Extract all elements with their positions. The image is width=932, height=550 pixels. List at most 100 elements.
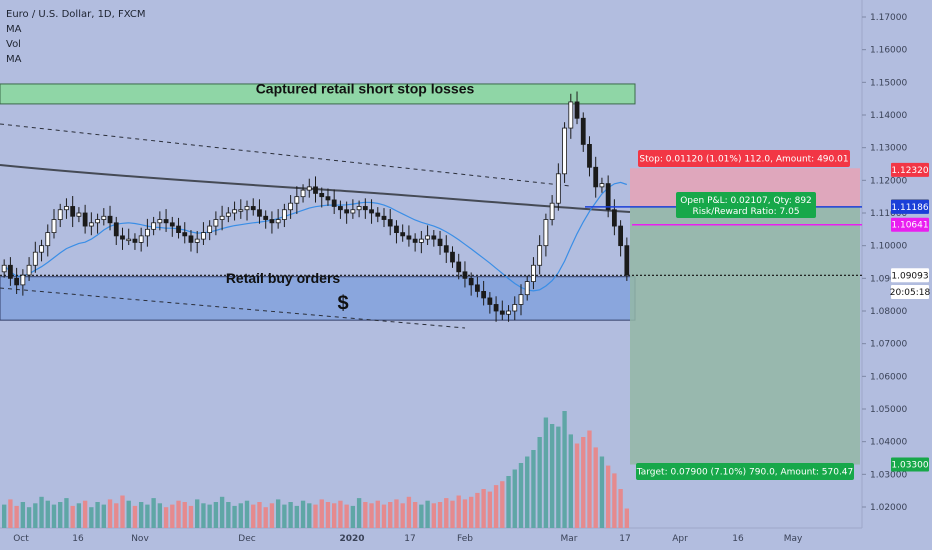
- candle-body: [275, 219, 281, 224]
- volume-bar: [444, 498, 449, 528]
- legend-item-ma-2[interactable]: MA: [6, 54, 22, 65]
- price-badge-text: 1.09093: [891, 271, 928, 281]
- y-tick-label: 1.09000: [870, 274, 907, 284]
- volume-bar: [151, 498, 156, 528]
- take-profit-zone[interactable]: [630, 206, 860, 465]
- candle-body: [95, 219, 100, 224]
- volume-bar: [344, 504, 349, 528]
- candle-body: [531, 264, 536, 282]
- moving-average-short[interactable]: [3, 181, 627, 292]
- candle-body: [338, 206, 343, 211]
- volume-bar: [356, 498, 362, 528]
- y-tick-label: 1.05000: [870, 405, 907, 415]
- price-badge: [891, 268, 929, 283]
- candle-body: [57, 209, 63, 220]
- volume-bar: [95, 502, 100, 528]
- volume-bar: [269, 503, 275, 528]
- volume-bar: [207, 504, 212, 528]
- stop-label-box-text: Stop: 0.01120 (1.01%) 112.0, Amount: 490…: [639, 155, 848, 165]
- candle-body: [157, 219, 163, 224]
- volume-bar: [145, 504, 150, 528]
- candle-body: [64, 206, 69, 211]
- volume-bar: [82, 500, 88, 528]
- volume-bar: [531, 450, 536, 528]
- volume-bar: [481, 489, 486, 528]
- volume-bar: [375, 500, 380, 528]
- candle-body: [618, 225, 624, 247]
- y-tick-label: 1.14000: [870, 111, 907, 121]
- volume-bar: [26, 507, 32, 528]
- stop-label-box[interactable]: [638, 150, 850, 167]
- volume-bar: [562, 411, 567, 528]
- pnl-label-box[interactable]: [676, 192, 816, 218]
- candle-body: [82, 212, 88, 227]
- candle-body: [244, 206, 250, 211]
- volume-bar: [512, 469, 517, 528]
- candle-body: [543, 219, 549, 247]
- volume-bar: [101, 504, 106, 528]
- candle-body: [568, 101, 574, 129]
- volume-bar: [587, 430, 592, 528]
- candle-body: [499, 310, 505, 315]
- legend-item-ma[interactable]: MA: [6, 24, 22, 35]
- candle-body: [138, 235, 144, 243]
- x-tick-label: Oct: [13, 534, 29, 544]
- candle-body: [238, 209, 244, 212]
- volume-bar: [618, 489, 623, 528]
- volume-bar: [170, 504, 175, 528]
- candle-body: [132, 238, 138, 243]
- volume-bar: [425, 500, 430, 528]
- candle-body: [188, 235, 194, 243]
- candle-body: [20, 274, 26, 286]
- target-label-box-text: Target: 0.07900 (7.10%) 790.0, Amount: 5…: [636, 468, 854, 478]
- x-tick-label: 2020: [339, 534, 364, 544]
- candle-body: [611, 209, 617, 227]
- volume-bar: [487, 491, 493, 528]
- target-label-box[interactable]: [636, 463, 854, 480]
- price-badge-text: 1.10641: [891, 221, 928, 231]
- candle-body: [126, 238, 132, 242]
- moving-average-long[interactable]: [0, 164, 631, 213]
- volume-bar: [51, 504, 57, 528]
- candle-body: [39, 245, 44, 253]
- volume-bar: [226, 502, 231, 528]
- volume-bar: [157, 503, 163, 528]
- candle-body: [369, 209, 374, 214]
- candle-body: [250, 206, 256, 211]
- candle-body: [481, 290, 487, 299]
- volume-bar: [232, 505, 237, 528]
- volume-bar: [381, 504, 387, 528]
- volume-bar: [450, 500, 455, 528]
- captured-stops-zone[interactable]: [0, 83, 636, 105]
- volume-bar: [363, 502, 368, 528]
- volume-bar: [14, 505, 19, 528]
- volume-bar: [456, 495, 461, 528]
- candle-body: [120, 235, 125, 240]
- volume-bar: [263, 507, 268, 528]
- volume-bar: [419, 504, 424, 528]
- volume-bar: [282, 504, 287, 528]
- volume-bar: [288, 502, 293, 528]
- y-tick-label: 1.15000: [870, 78, 907, 88]
- candle-body: [549, 202, 555, 220]
- y-tick-label: 1.11000: [870, 209, 907, 219]
- legend-item-vol[interactable]: Vol: [6, 39, 21, 50]
- candle-body: [524, 281, 530, 296]
- candle-body: [101, 215, 107, 220]
- bottom-zone-label: Retail buy orders: [226, 270, 341, 286]
- price-badge: [891, 285, 929, 299]
- candle-body: [406, 235, 412, 240]
- lower-trend-line[interactable]: [0, 287, 466, 329]
- candle-body: [88, 222, 94, 227]
- pnl-text: Open P&L: 0.02107, Qty: 892: [680, 196, 812, 206]
- candle-body: [107, 215, 113, 224]
- candle-body: [418, 238, 424, 243]
- price-badge: [891, 199, 929, 214]
- candle-body: [468, 277, 474, 286]
- candle-body: [593, 166, 599, 188]
- volume-bar: [369, 503, 374, 528]
- candle-body: [14, 277, 20, 286]
- volume-bar: [213, 502, 219, 528]
- volume-bar: [313, 504, 318, 528]
